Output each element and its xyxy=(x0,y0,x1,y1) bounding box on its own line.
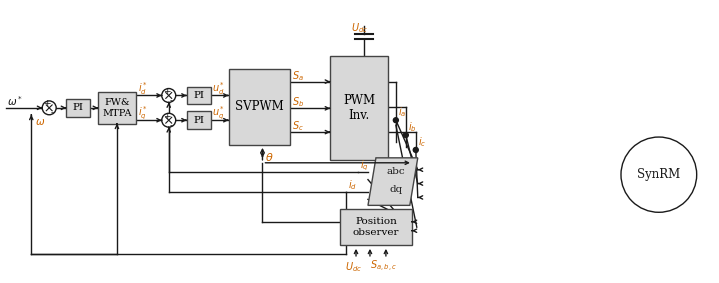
Text: FW&
MTPA: FW& MTPA xyxy=(102,98,132,117)
Text: dq: dq xyxy=(389,185,403,194)
Text: Position
observer: Position observer xyxy=(353,217,399,237)
Text: +: + xyxy=(162,87,170,96)
Circle shape xyxy=(42,101,56,115)
Text: $i_q^*$: $i_q^*$ xyxy=(138,105,148,122)
Circle shape xyxy=(393,118,398,123)
Circle shape xyxy=(403,133,408,138)
Polygon shape xyxy=(368,158,418,205)
Text: SynRM: SynRM xyxy=(637,168,680,181)
Text: PI: PI xyxy=(193,116,204,125)
Text: $U_{dc}$: $U_{dc}$ xyxy=(345,260,362,274)
Text: $S_a$: $S_a$ xyxy=(292,69,304,83)
Text: +: + xyxy=(43,99,51,108)
Text: $i_d^*$: $i_d^*$ xyxy=(138,80,148,97)
Text: $S_c$: $S_c$ xyxy=(292,119,304,133)
Circle shape xyxy=(162,113,175,127)
Text: $\theta$: $\theta$ xyxy=(265,151,274,163)
Text: -: - xyxy=(50,108,53,117)
Text: $i_b$: $i_b$ xyxy=(408,120,416,134)
Text: $i_a$: $i_a$ xyxy=(398,105,406,119)
Text: +: + xyxy=(162,112,170,121)
Text: $U_{dc}$: $U_{dc}$ xyxy=(352,21,369,35)
Circle shape xyxy=(162,89,175,102)
Text: -: - xyxy=(170,96,173,105)
Text: -: - xyxy=(170,121,173,130)
Text: $i_q$: $i_q$ xyxy=(360,158,369,173)
Bar xyxy=(340,209,412,245)
Text: $\omega$: $\omega$ xyxy=(35,117,45,127)
Text: SVPWM: SVPWM xyxy=(235,100,284,113)
Text: $S_b$: $S_b$ xyxy=(292,95,304,109)
Bar xyxy=(330,56,388,160)
Text: $u_d^*$: $u_d^*$ xyxy=(211,80,225,97)
Text: PI: PI xyxy=(193,91,204,100)
Text: $u_q^*$: $u_q^*$ xyxy=(211,105,225,122)
Circle shape xyxy=(413,147,418,152)
Text: PI: PI xyxy=(73,103,83,112)
Text: $S_{a,b,c}$: $S_{a,b,c}$ xyxy=(370,259,398,274)
Text: $i_d$: $i_d$ xyxy=(348,179,357,192)
Bar xyxy=(187,87,211,104)
Text: $\omega^*$: $\omega^*$ xyxy=(7,94,23,108)
Bar xyxy=(66,99,90,117)
Bar xyxy=(229,69,290,145)
Text: PWM
Inv.: PWM Inv. xyxy=(343,94,375,122)
Bar xyxy=(98,92,136,124)
Bar xyxy=(187,111,211,129)
Text: abc: abc xyxy=(387,167,406,176)
Text: $i_c$: $i_c$ xyxy=(418,135,426,149)
Circle shape xyxy=(621,137,697,212)
